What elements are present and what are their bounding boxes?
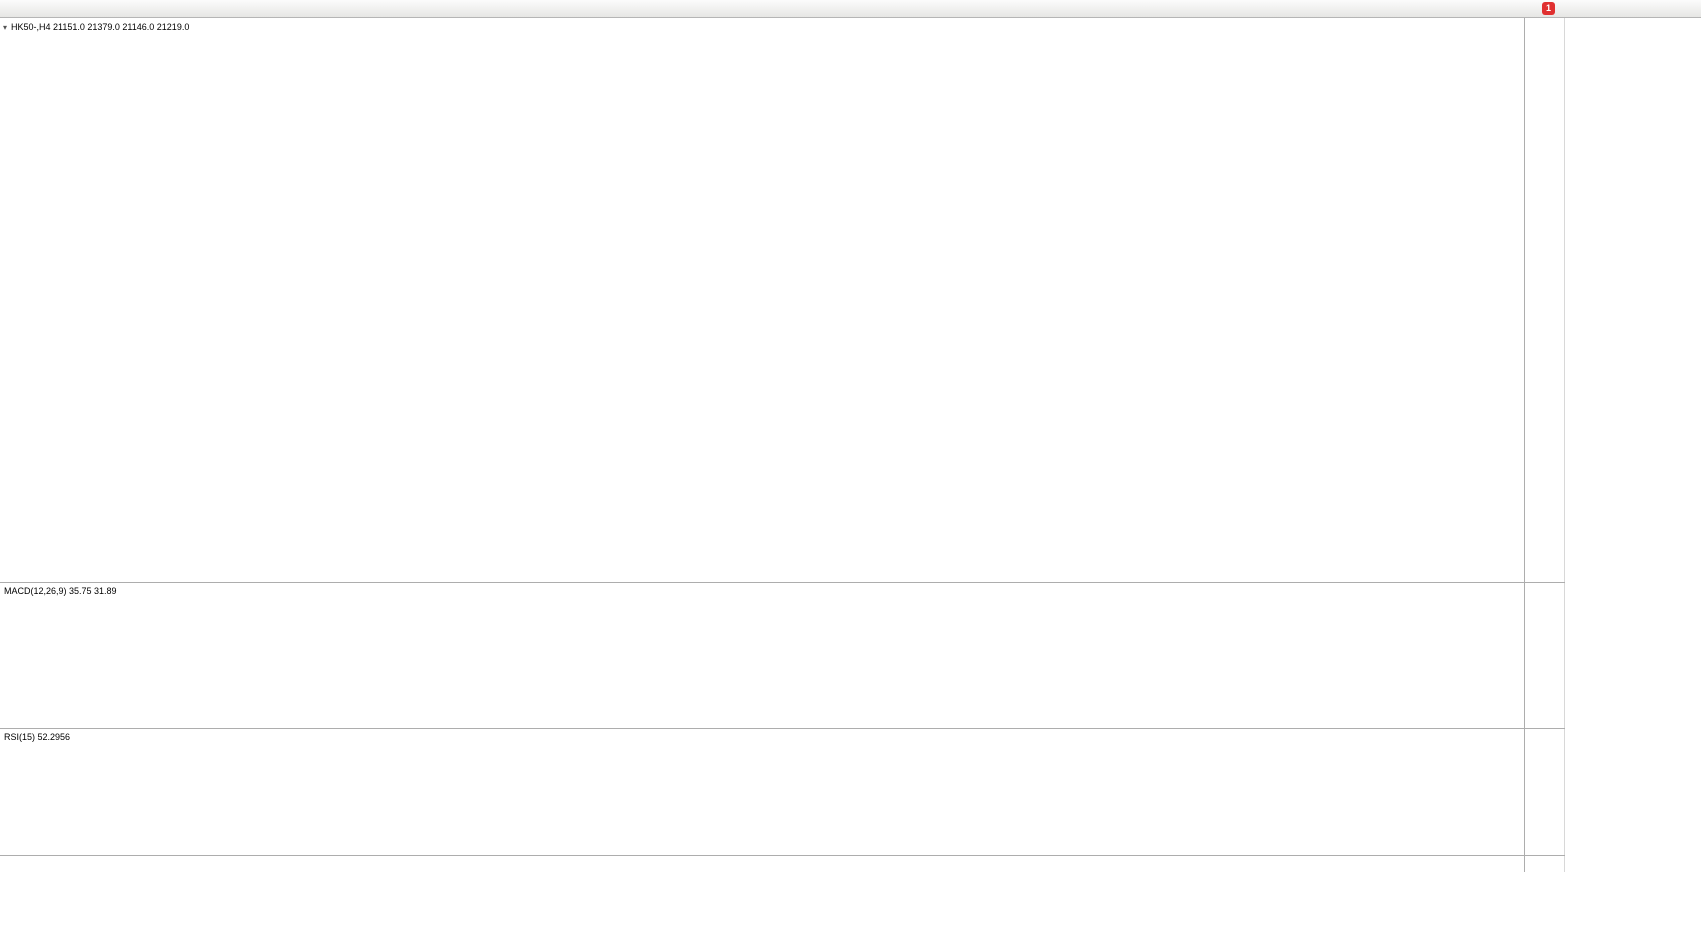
panel-separator <box>0 855 1565 856</box>
chart-symbol-ohlc: HK50-,H4 21151.0 21379.0 21146.0 21219.0 <box>11 22 190 32</box>
chart-panel: ▾ HK50-,H4 21151.0 21379.0 21146.0 21219… <box>0 18 1565 872</box>
toolbar-items <box>0 0 1701 17</box>
chart-title: ▾ HK50-,H4 21151.0 21379.0 21146.0 21219… <box>3 22 189 32</box>
panel-separator[interactable] <box>0 582 1565 583</box>
price-scale-divider <box>1524 18 1525 872</box>
notification-badge[interactable]: 1 <box>1542 2 1555 15</box>
rsi-label: RSI(15) 52.2956 <box>4 732 71 742</box>
rsi-indicator-canvas[interactable] <box>0 729 1524 855</box>
main-toolbar: 1 <box>0 0 1701 18</box>
panel-separator[interactable] <box>0 728 1565 729</box>
chart-menu-icon[interactable]: ▾ <box>3 22 8 32</box>
macd-label: MACD(12,26,9) 35.75 31.89 <box>4 586 117 596</box>
macd-indicator-canvas[interactable] <box>0 583 1524 728</box>
search-button[interactable] <box>1516 2 1522 18</box>
time-axis[interactable] <box>0 856 1524 872</box>
price-chart-canvas[interactable] <box>0 18 1524 582</box>
price-scale[interactable] <box>1525 18 1565 872</box>
